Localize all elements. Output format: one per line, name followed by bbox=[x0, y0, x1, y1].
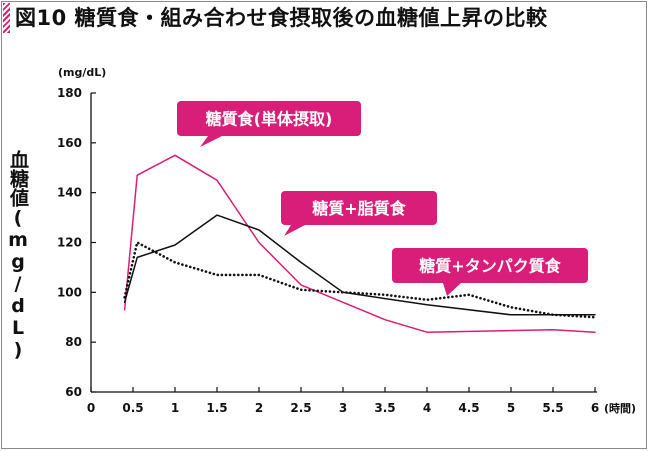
callout-pointer bbox=[284, 225, 305, 236]
series-line-1 bbox=[123, 154, 596, 333]
callout-pointer bbox=[200, 136, 222, 147]
callout-box bbox=[177, 101, 361, 136]
x-tick-label: 3.5 bbox=[374, 401, 395, 415]
callout-label: 糖質食(単体摂取) bbox=[206, 110, 333, 129]
y-tick-label: 60 bbox=[65, 385, 82, 399]
x-tick-label: 0 bbox=[87, 401, 95, 415]
callout-2: 糖質+脂質食 bbox=[281, 191, 437, 236]
callout-label: 糖質+タンパク質食 bbox=[419, 257, 561, 276]
x-tick-label: 4.5 bbox=[458, 401, 479, 415]
axes-group: 60 80 100 120 140 160 180 0 0.5 1 1.5 2 2.5 3 3.5 4 4.5 5… bbox=[57, 66, 636, 415]
callout-box bbox=[281, 191, 437, 225]
callout-box bbox=[392, 248, 588, 283]
x-tick-label: 5.5 bbox=[542, 401, 563, 415]
y-axis-label: 血糖値(mg/dL) bbox=[7, 150, 29, 361]
x-tick-label: 2.5 bbox=[290, 401, 311, 415]
x-tick-label: 4 bbox=[423, 401, 431, 415]
page-title: 図10 糖質食・組み合わせ食摂取後の血糖値上昇の比較 bbox=[15, 6, 548, 30]
series-group bbox=[123, 154, 597, 333]
x-tick-label: 1.5 bbox=[206, 401, 227, 415]
callout-3: 糖質+タンパク質食 bbox=[392, 248, 588, 296]
callout-label: 糖質+脂質食 bbox=[312, 199, 406, 218]
callout-1: 糖質食(単体摂取) bbox=[177, 101, 361, 147]
callout-pointer bbox=[443, 283, 461, 296]
x-axis-label: (時間) bbox=[604, 401, 636, 415]
y-tick-label: 120 bbox=[57, 236, 82, 250]
x-tick-label: 3 bbox=[339, 401, 347, 415]
y-tick-label: 160 bbox=[57, 136, 82, 150]
y-tick-label: 100 bbox=[57, 285, 82, 299]
y-tick-label: 180 bbox=[57, 86, 82, 100]
y-tick-label: 80 bbox=[65, 335, 82, 349]
x-tick-label: 2 bbox=[255, 401, 263, 415]
x-tick-label: 1 bbox=[171, 401, 179, 415]
x-tick-label: 5 bbox=[507, 401, 515, 415]
title-hatch-decoration bbox=[3, 3, 10, 33]
series-line-3 bbox=[123, 241, 597, 319]
y-tick-label: 140 bbox=[57, 186, 82, 200]
x-tick-label: 0.5 bbox=[122, 401, 143, 415]
y-unit-label: (mg/dL) bbox=[58, 66, 106, 79]
x-tick-label: 6 bbox=[591, 401, 599, 415]
series-line-2 bbox=[123, 214, 596, 316]
